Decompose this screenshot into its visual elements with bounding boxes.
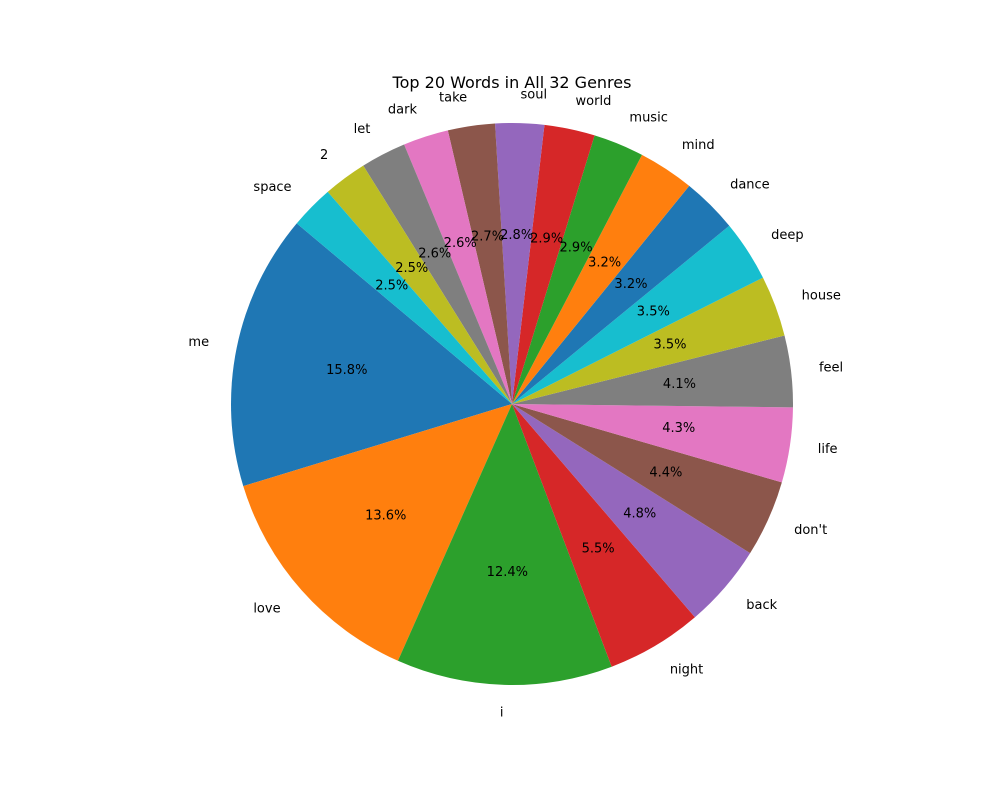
percentage-label: 4.4% xyxy=(649,465,682,480)
pie-slice-house xyxy=(512,277,785,404)
category-label: me xyxy=(188,335,209,350)
percentage-label: 3.2% xyxy=(614,277,647,292)
pie-slice-i xyxy=(397,404,612,685)
pie-slice-world xyxy=(512,124,595,405)
category-label: take xyxy=(439,91,467,106)
percentage-labels: 15.8% 13.6% 12.4% 5.5% 4.8% 4.4% 4.3% 4.1% 3.5% 3… xyxy=(326,228,696,580)
category-label: 2 xyxy=(320,148,328,163)
category-label: love xyxy=(253,601,280,616)
percentage-label: 2.9% xyxy=(560,241,593,256)
pie-slice-space xyxy=(296,191,512,404)
category-label: back xyxy=(746,598,777,613)
pie-slice-dance xyxy=(512,185,730,404)
percentage-label: 2.6% xyxy=(444,236,477,251)
category-label: world xyxy=(576,94,612,109)
percentage-label: 2.5% xyxy=(375,278,408,293)
pie-slice-life xyxy=(512,404,793,483)
category-label: deep xyxy=(771,228,804,243)
percentage-label: 3.5% xyxy=(637,305,670,320)
percentage-label: 5.5% xyxy=(582,541,615,556)
category-label: feel xyxy=(819,360,843,375)
percentage-label: 2.8% xyxy=(500,228,533,243)
pie-slice-music xyxy=(512,135,642,404)
pie-slice-take xyxy=(447,123,512,404)
pie-slice-love xyxy=(243,404,512,661)
pie-slice-let xyxy=(363,144,512,404)
category-label: dark xyxy=(388,102,418,117)
pie-slice-deep xyxy=(512,225,763,404)
pie-slice-dont xyxy=(512,404,782,554)
category-label: music xyxy=(629,111,667,126)
percentage-label: 4.1% xyxy=(663,377,696,392)
category-label: dance xyxy=(730,177,770,192)
pie-slice-night xyxy=(512,404,695,667)
category-label: soul xyxy=(521,88,548,103)
pie-slice-back xyxy=(512,404,751,618)
category-label: let xyxy=(354,122,371,137)
percentage-label: 2.5% xyxy=(395,261,428,276)
percentage-label: 15.8% xyxy=(326,363,367,378)
percentage-label: 12.4% xyxy=(487,565,528,580)
percentage-label: 3.5% xyxy=(653,338,686,353)
category-labels: me love i night back don't life feel house deep da… xyxy=(188,88,843,721)
percentage-label: 2.9% xyxy=(530,232,563,247)
category-label: night xyxy=(670,662,703,677)
percentage-label: 2.6% xyxy=(418,247,451,262)
pie-slices xyxy=(231,122,793,685)
percentage-label: 13.6% xyxy=(365,508,406,523)
pie-slice-dark xyxy=(404,130,512,404)
chart-title: Top 20 Words in All 32 Genres xyxy=(392,73,632,92)
category-label: don't xyxy=(794,523,827,538)
category-label: mind xyxy=(682,138,715,153)
percentage-label: 2.7% xyxy=(471,230,504,245)
pie-slice-mind xyxy=(512,154,690,404)
percentage-label: 4.8% xyxy=(623,506,656,521)
pie-slice-soul xyxy=(495,122,545,404)
category-label: i xyxy=(500,705,504,720)
category-label: life xyxy=(818,442,838,457)
pie-slice-feel xyxy=(512,335,793,408)
percentage-label: 4.3% xyxy=(662,421,695,436)
pie-slice-me xyxy=(231,223,513,487)
category-label: house xyxy=(802,289,841,304)
percentage-label: 3.2% xyxy=(588,256,621,271)
pie-slice-2 xyxy=(327,165,512,404)
category-label: space xyxy=(253,180,291,195)
